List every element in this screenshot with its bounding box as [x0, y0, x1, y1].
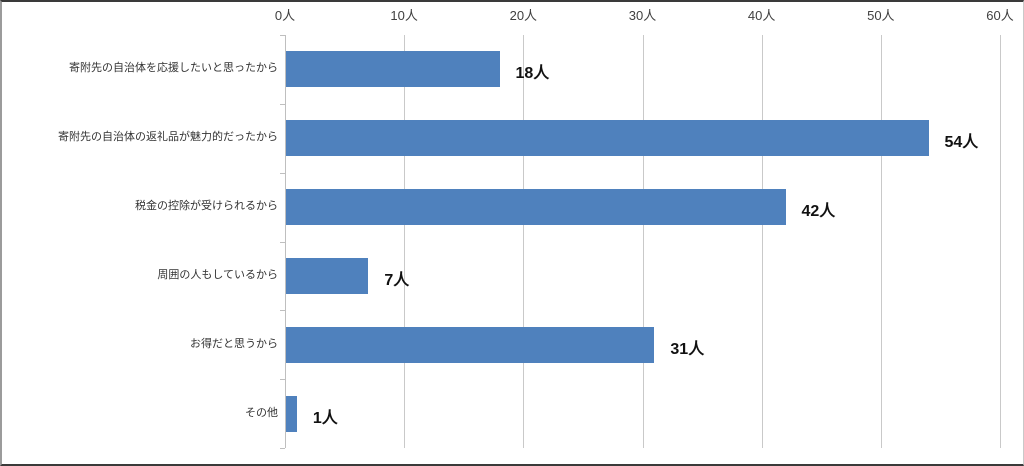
value-label: 18人 [515, 65, 550, 83]
bar [286, 189, 786, 226]
category-axis-tick [280, 241, 285, 243]
gridline [404, 35, 406, 448]
gridline [285, 35, 286, 448]
bar [286, 257, 369, 294]
x-axis-tick-label: 30人 [628, 8, 657, 23]
category-axis-tick [280, 35, 285, 36]
category-axis-tick [280, 379, 285, 381]
category-label: 寄附先の自治体を応援したいと思ったから [69, 62, 278, 75]
bar [286, 51, 500, 88]
x-axis-tick-label: 20人 [509, 8, 538, 23]
category-axis-tick [280, 103, 285, 105]
value-label: 1人 [312, 409, 338, 427]
gridline [523, 35, 525, 448]
value-label: 31人 [670, 340, 705, 358]
gridline [1000, 35, 1001, 448]
category-axis-line [285, 35, 286, 448]
category-axis-tick [280, 448, 285, 449]
category-label: 周囲の人もしているから [157, 268, 278, 281]
bar [286, 395, 297, 432]
category-axis-tick [280, 172, 285, 174]
category-label: その他 [245, 406, 278, 419]
value-label: 7人 [384, 271, 410, 289]
x-axis-tick-label: 0人 [274, 8, 296, 23]
value-label: 42人 [801, 203, 836, 221]
x-axis-tick-label: 50人 [867, 8, 895, 23]
category-label: お得だと思うから [190, 337, 278, 350]
category-label: 寄附先の自治体の返礼品が魅力的だったから [58, 131, 278, 144]
value-label: 54人 [944, 134, 979, 152]
x-axis-tick-label: 40人 [747, 8, 776, 23]
x-axis-tick-label: 60人 [986, 8, 1014, 23]
category-axis-tick [280, 310, 285, 312]
bar [286, 326, 655, 363]
category-label: 税金の控除が受けられるから [135, 200, 278, 213]
gridline [761, 35, 763, 448]
gridline [880, 35, 882, 448]
bar [286, 120, 929, 157]
gridline [642, 35, 644, 448]
x-axis-tick-label: 10人 [390, 8, 418, 23]
